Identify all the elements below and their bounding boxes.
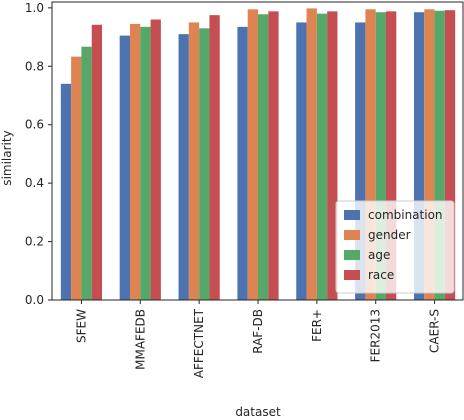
bar-gender-raf-db: [247, 9, 258, 300]
x-tick-label: MMAFEDB: [133, 309, 147, 370]
bar-age-fer+: [316, 13, 328, 300]
bar-age-mmafedb: [140, 26, 151, 300]
legend-swatch-gender: [344, 230, 360, 240]
bar-race-fer2013: [386, 11, 397, 300]
bar-age-sfew: [81, 46, 92, 301]
legend-label-gender: gender: [368, 228, 411, 242]
y-tick-label: 0.0: [25, 293, 44, 307]
legend-swatch-age: [344, 250, 360, 260]
bar-age-fer2013: [375, 12, 387, 300]
y-tick-label: 0.4: [25, 176, 44, 190]
bar-combination-affectnet: [178, 34, 189, 300]
legend-label-race: race: [368, 268, 394, 282]
bar-gender-affectnet: [188, 22, 200, 300]
y-tick-label: 0.2: [25, 235, 44, 249]
y-tick-label: 0.6: [25, 118, 44, 132]
y-axis-label: similarity: [0, 130, 14, 185]
x-tick-label: FER+: [310, 309, 324, 342]
x-tick-label: CAER-S: [428, 309, 442, 353]
legend-label-combination: combination: [368, 208, 443, 222]
bar-gender-fer2013: [365, 9, 376, 300]
x-tick-label: FER2013: [369, 309, 383, 362]
bar-combination-mmafedb: [119, 35, 130, 301]
legend-box: [335, 200, 455, 294]
x-tick-label: RAF-DB: [251, 309, 265, 354]
bars-group: [60, 8, 456, 301]
bar-combination-fer+: [296, 22, 307, 300]
x-axis-label: dataset: [235, 405, 281, 419]
bar-combination-fer2013: [355, 22, 366, 300]
legend-swatch-combination: [344, 210, 360, 220]
bar-race-fer+: [327, 11, 338, 300]
bar-race-affectnet: [209, 15, 220, 300]
y-tick-label: 0.8: [25, 59, 44, 73]
bar-gender-sfew: [71, 56, 82, 301]
x-tick-label: AFFECTNET: [192, 308, 206, 378]
bar-combination-caer-s: [413, 12, 425, 300]
bar-race-sfew: [91, 24, 103, 300]
bar-combination-sfew: [60, 83, 72, 300]
bar-age-affectnet: [199, 28, 210, 300]
legend-swatch-race: [344, 270, 360, 280]
legend-label-age: age: [368, 248, 390, 262]
y-tick-label: 1.0: [25, 1, 44, 15]
bar-combination-raf-db: [237, 26, 248, 300]
bar-gender-fer+: [306, 8, 317, 300]
bar-gender-caer-s: [424, 9, 435, 300]
bar-race-caer-s: [444, 10, 456, 301]
bar-age-raf-db: [258, 14, 269, 300]
bar-race-mmafedb: [150, 19, 161, 300]
bar-age-caer-s: [434, 10, 445, 300]
bar-race-raf-db: [268, 11, 279, 300]
bar-gender-mmafedb: [129, 23, 141, 300]
axes-group: 0.0 0.2 0.4 0.6 0.8 1.0 SFEW MMAFEDB AFFECTNET RA…: [25, 1, 464, 378]
legend: combination gender age race: [335, 200, 455, 294]
x-tick-label: SFEW: [74, 309, 88, 343]
